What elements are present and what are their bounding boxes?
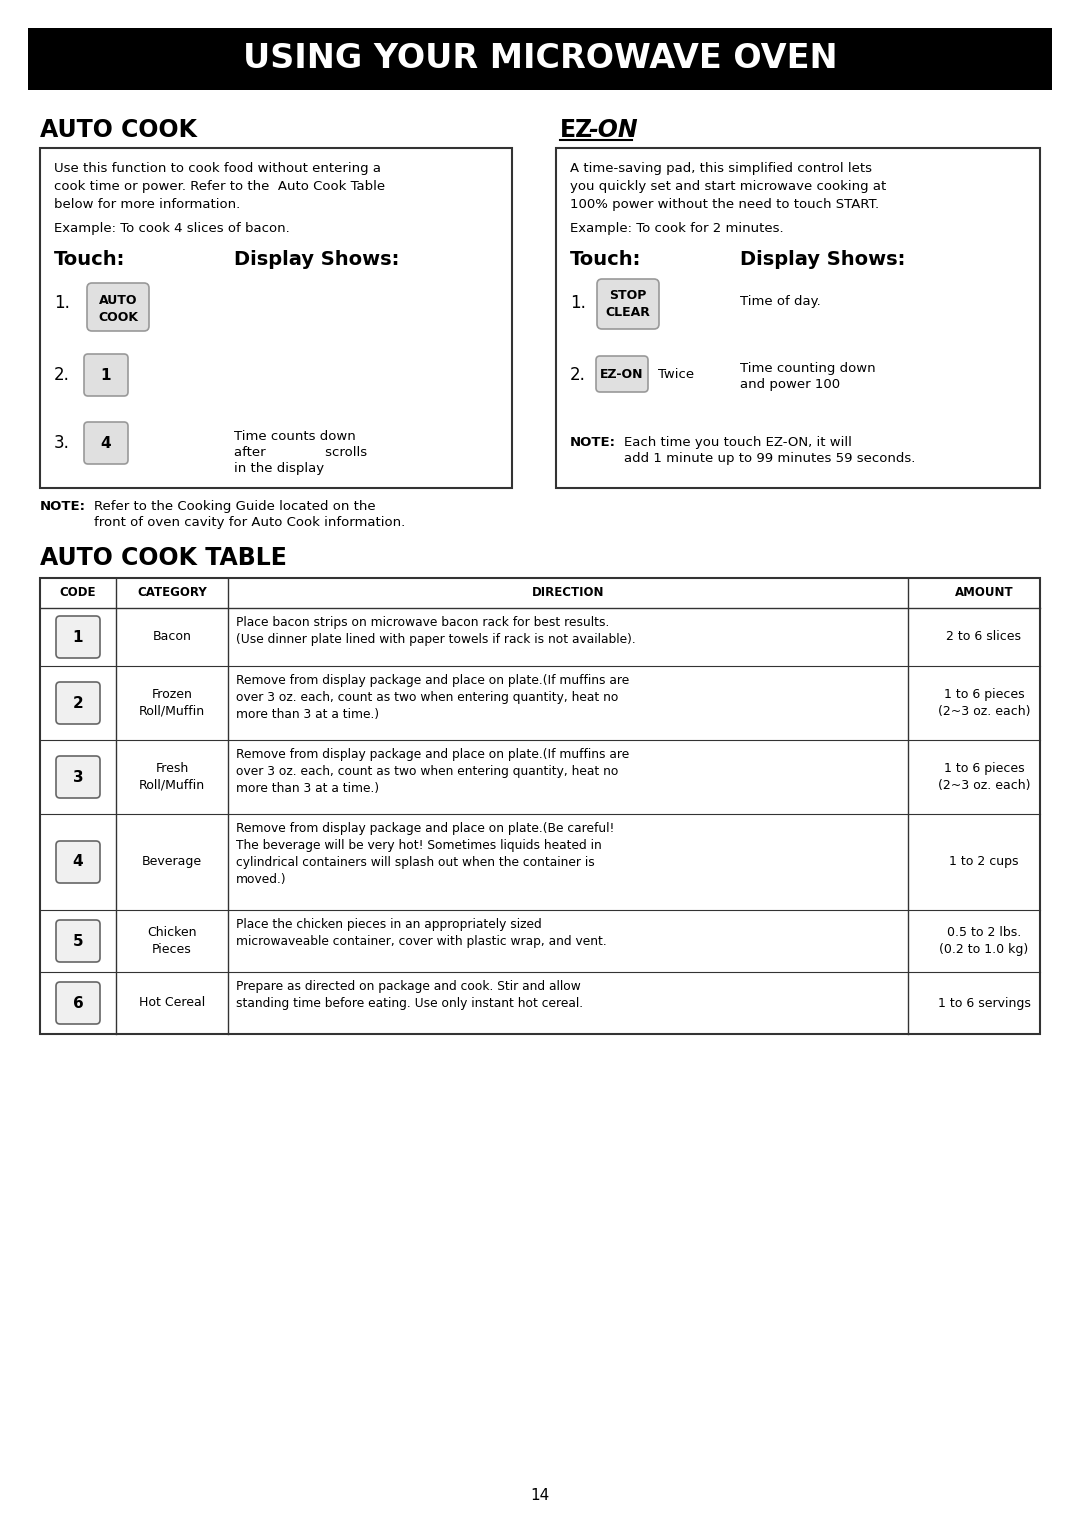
Text: you quickly set and start microwave cooking at: you quickly set and start microwave cook… — [570, 180, 887, 192]
Text: 4: 4 — [72, 855, 83, 870]
Text: Example: To cook 4 slices of bacon.: Example: To cook 4 slices of bacon. — [54, 221, 289, 235]
Text: Time of day.: Time of day. — [740, 296, 821, 308]
Text: 1: 1 — [72, 630, 83, 644]
Text: Touch:: Touch: — [54, 250, 125, 269]
Text: Example: To cook for 2 minutes.: Example: To cook for 2 minutes. — [570, 221, 784, 235]
Text: CATEGORY: CATEGORY — [137, 586, 207, 600]
Bar — [556, 148, 1040, 488]
Text: after              scrolls: after scrolls — [234, 446, 367, 459]
Text: EZ: EZ — [561, 118, 593, 142]
Text: Display Shows:: Display Shows: — [740, 250, 905, 269]
FancyBboxPatch shape — [597, 279, 659, 330]
Text: Place the chicken pieces in an appropriately sized
microwaveable container, cove: Place the chicken pieces in an appropria… — [237, 919, 607, 948]
Text: AUTO COOK TABLE: AUTO COOK TABLE — [40, 546, 287, 571]
Bar — [28, 27, 1052, 90]
Text: Touch:: Touch: — [570, 250, 642, 269]
Text: 1.: 1. — [54, 295, 70, 311]
Text: Frozen
Roll/Muffin: Frozen Roll/Muffin — [139, 688, 205, 719]
Text: Each time you touch EZ-ON, it will: Each time you touch EZ-ON, it will — [624, 436, 852, 449]
Text: 2.: 2. — [570, 366, 585, 385]
Text: 1 to 6 servings: 1 to 6 servings — [937, 996, 1030, 1010]
Text: NOTE:: NOTE: — [570, 436, 616, 449]
FancyBboxPatch shape — [56, 983, 100, 1024]
FancyBboxPatch shape — [56, 682, 100, 723]
Text: Display Shows:: Display Shows: — [234, 250, 400, 269]
Text: -ON: -ON — [588, 118, 637, 142]
Text: front of oven cavity for Auto Cook information.: front of oven cavity for Auto Cook infor… — [94, 516, 405, 530]
Text: Fresh
Roll/Muffin: Fresh Roll/Muffin — [139, 761, 205, 792]
Text: 1 to 2 cups: 1 to 2 cups — [949, 856, 1018, 868]
Text: Hot Cereal: Hot Cereal — [139, 996, 205, 1010]
Text: Bacon: Bacon — [152, 630, 191, 644]
Text: 0.5 to 2 lbs.
(0.2 to 1.0 kg): 0.5 to 2 lbs. (0.2 to 1.0 kg) — [940, 926, 1028, 955]
Text: below for more information.: below for more information. — [54, 198, 240, 211]
FancyBboxPatch shape — [56, 617, 100, 658]
Text: DIRECTION: DIRECTION — [531, 586, 604, 600]
Text: 5: 5 — [72, 934, 83, 949]
Text: EZ-ON: EZ-ON — [600, 368, 644, 380]
Text: 3.: 3. — [54, 433, 70, 452]
Text: NOTE:: NOTE: — [40, 501, 86, 513]
FancyBboxPatch shape — [596, 356, 648, 392]
Bar — [40, 578, 1040, 1035]
Text: A time-saving pad, this simplified control lets: A time-saving pad, this simplified contr… — [570, 162, 872, 175]
Text: USING YOUR MICROWAVE OVEN: USING YOUR MICROWAVE OVEN — [243, 43, 837, 75]
FancyBboxPatch shape — [84, 423, 129, 464]
Text: Chicken
Pieces: Chicken Pieces — [147, 926, 197, 955]
Text: Remove from display package and place on plate.(If muffins are
over 3 oz. each, : Remove from display package and place on… — [237, 748, 630, 795]
Text: Place bacon strips on microwave bacon rack for best results.
(Use dinner plate l: Place bacon strips on microwave bacon ra… — [237, 617, 636, 645]
Text: Refer to the Cooking Guide located on the: Refer to the Cooking Guide located on th… — [94, 501, 376, 513]
Text: 2.: 2. — [54, 366, 70, 385]
FancyBboxPatch shape — [87, 282, 149, 331]
FancyBboxPatch shape — [56, 755, 100, 798]
Text: Remove from display package and place on plate.(Be careful!
The beverage will be: Remove from display package and place on… — [237, 823, 615, 887]
FancyBboxPatch shape — [84, 354, 129, 397]
Text: add 1 minute up to 99 minutes 59 seconds.: add 1 minute up to 99 minutes 59 seconds… — [624, 452, 916, 465]
Text: Time counts down: Time counts down — [234, 430, 355, 443]
Bar — [40, 148, 512, 488]
Text: Beverage: Beverage — [141, 856, 202, 868]
Text: 1.: 1. — [570, 295, 585, 311]
Text: and power 100: and power 100 — [740, 378, 840, 391]
Text: 3: 3 — [72, 769, 83, 784]
FancyBboxPatch shape — [56, 841, 100, 884]
Text: Use this function to cook food without entering a: Use this function to cook food without e… — [54, 162, 381, 175]
Text: 2: 2 — [72, 696, 83, 711]
Text: CODE: CODE — [59, 586, 96, 600]
Text: 14: 14 — [530, 1488, 550, 1503]
Text: 4: 4 — [100, 435, 111, 450]
Text: 1 to 6 pieces
(2~3 oz. each): 1 to 6 pieces (2~3 oz. each) — [937, 761, 1030, 792]
Text: 100% power without the need to touch START.: 100% power without the need to touch STA… — [570, 198, 879, 211]
FancyBboxPatch shape — [56, 920, 100, 961]
Text: cook time or power. Refer to the  Auto Cook Table: cook time or power. Refer to the Auto Co… — [54, 180, 386, 192]
Text: Prepare as directed on package and cook. Stir and allow
standing time before eat: Prepare as directed on package and cook.… — [237, 980, 583, 1010]
Text: AUTO COOK: AUTO COOK — [40, 118, 197, 142]
Text: 2 to 6 slices: 2 to 6 slices — [946, 630, 1022, 644]
Text: AUTO
COOK: AUTO COOK — [98, 295, 138, 324]
Text: 6: 6 — [72, 995, 83, 1010]
Text: 1 to 6 pieces
(2~3 oz. each): 1 to 6 pieces (2~3 oz. each) — [937, 688, 1030, 719]
Text: STOP
CLEAR: STOP CLEAR — [606, 288, 650, 319]
Text: in the display: in the display — [234, 462, 324, 475]
Text: Time counting down: Time counting down — [740, 362, 876, 375]
Text: 1: 1 — [100, 368, 111, 383]
Text: Remove from display package and place on plate.(If muffins are
over 3 oz. each, : Remove from display package and place on… — [237, 674, 630, 720]
Text: AMOUNT: AMOUNT — [955, 586, 1013, 600]
Text: Twice: Twice — [658, 368, 694, 380]
